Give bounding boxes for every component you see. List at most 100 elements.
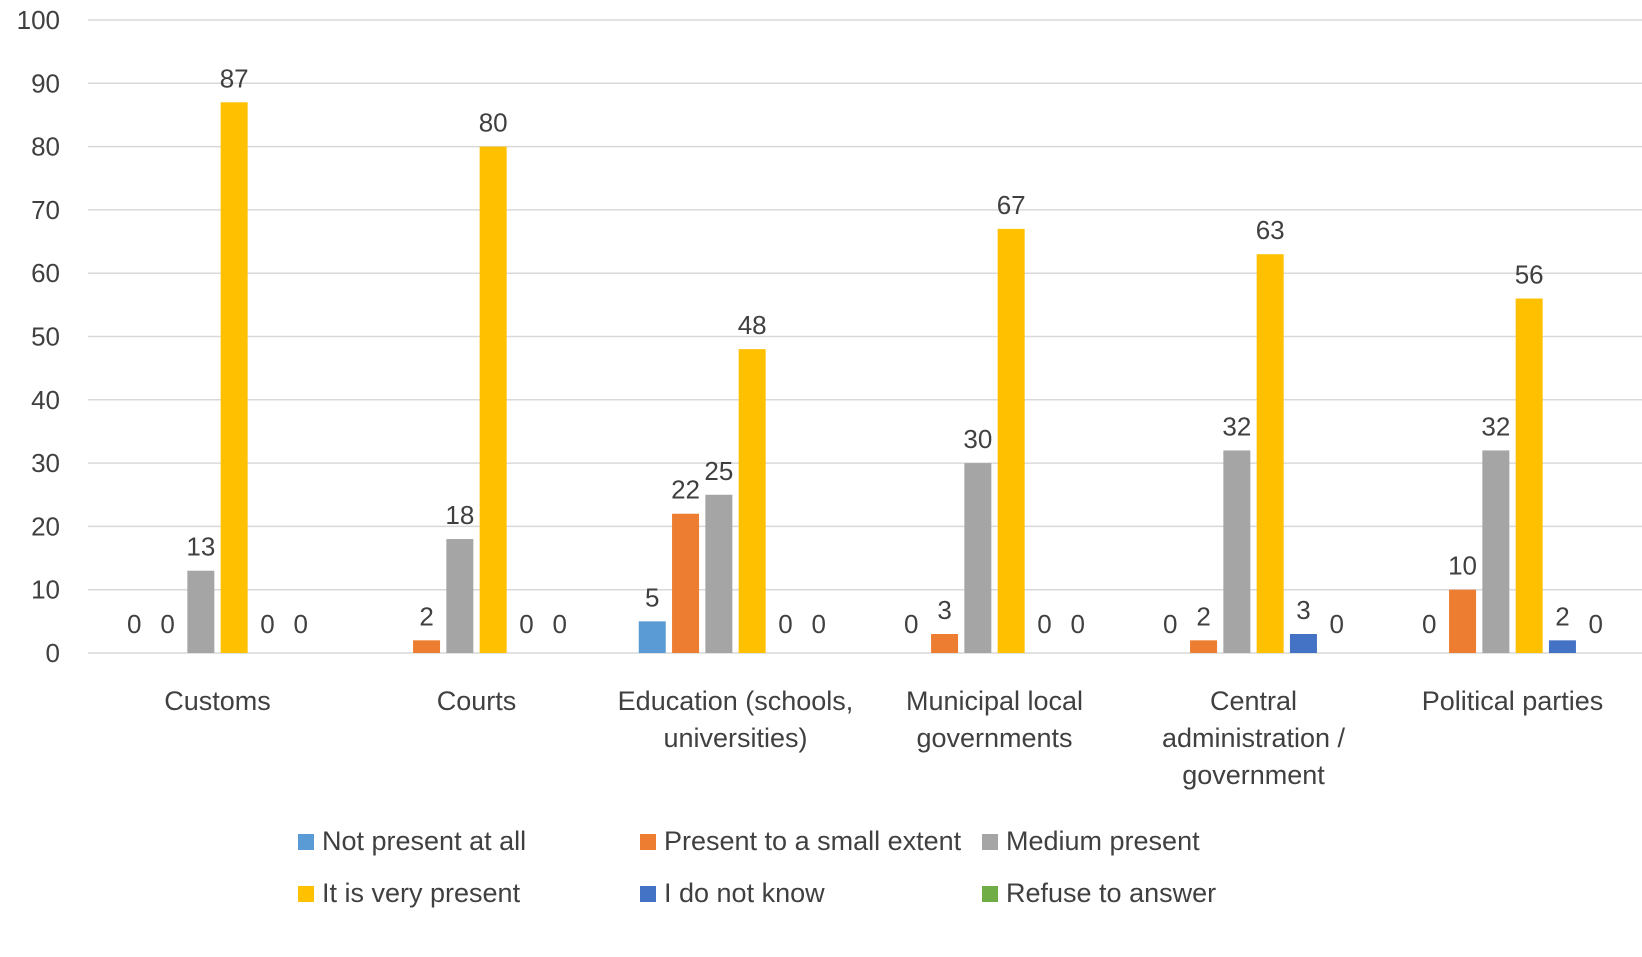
y-tick-label: 30 xyxy=(31,448,60,478)
legend-label: It is very present xyxy=(322,878,521,908)
x-tick-label-line: government xyxy=(1182,760,1325,790)
x-tick-label: Municipal local governments xyxy=(906,686,1083,753)
x-tick-label: Education (schools, universities) xyxy=(618,686,854,753)
gridlines xyxy=(88,19,1642,654)
data-label: 3 xyxy=(937,595,951,625)
data-label: 80 xyxy=(479,108,508,138)
x-tick-label: Customs xyxy=(164,686,271,716)
data-label: 0 xyxy=(1422,609,1436,639)
x-tick-label: Courts xyxy=(437,686,517,716)
bars xyxy=(187,102,1576,654)
data-label: 30 xyxy=(963,424,992,454)
data-label: 67 xyxy=(997,190,1026,220)
legend-item: I do not know xyxy=(640,878,825,909)
legend-label: Not present at all xyxy=(322,826,527,856)
data-label: 0 xyxy=(812,609,826,639)
bar xyxy=(413,640,441,653)
legend-item: Refuse to answer xyxy=(982,878,1216,909)
data-label: 2 xyxy=(1196,601,1210,631)
data-label: 2 xyxy=(419,601,433,631)
x-tick-label-line: universities) xyxy=(663,723,807,753)
data-label: 56 xyxy=(1515,260,1544,290)
bar xyxy=(1515,298,1543,653)
y-tick-label: 100 xyxy=(17,5,60,35)
y-tick-label: 70 xyxy=(31,195,60,225)
data-label: 0 xyxy=(519,609,533,639)
legend-label: Medium present xyxy=(1006,826,1200,856)
y-tick-label: 20 xyxy=(31,511,60,541)
x-tick-label-line: Central xyxy=(1210,686,1297,716)
legend-swatch xyxy=(982,885,998,902)
bar xyxy=(997,228,1025,653)
legend: Not present at all Present to a small ext… xyxy=(0,818,1642,948)
data-label: 0 xyxy=(1163,609,1177,639)
legend-label: Present to a small extent xyxy=(664,826,962,856)
data-label: 48 xyxy=(738,310,767,340)
data-label: 87 xyxy=(220,63,249,93)
data-label: 0 xyxy=(553,609,567,639)
data-label: 0 xyxy=(904,609,918,639)
legend-swatch xyxy=(298,885,314,902)
bar xyxy=(1482,450,1510,653)
legend-swatch xyxy=(640,833,656,850)
bar xyxy=(738,349,766,653)
y-tick-label: 90 xyxy=(31,68,60,98)
bar xyxy=(964,463,992,653)
data-label: 13 xyxy=(186,532,215,562)
x-tick-label-line: Municipal local xyxy=(906,686,1083,716)
bar xyxy=(479,146,507,653)
y-axis-ticks: 0 10 20 30 40 50 60 70 80 90 100 xyxy=(17,5,60,668)
data-label: 0 xyxy=(160,609,174,639)
data-label: 25 xyxy=(704,456,733,486)
x-tick-label-line: Education (schools, xyxy=(618,686,854,716)
legend-swatch xyxy=(298,833,314,850)
bar xyxy=(638,621,666,653)
data-label: 0 xyxy=(1589,609,1603,639)
data-label: 0 xyxy=(1071,609,1085,639)
legend-label: I do not know xyxy=(664,878,825,908)
bar xyxy=(672,513,700,653)
legend-swatch xyxy=(640,885,656,902)
y-tick-label: 60 xyxy=(31,258,60,288)
data-label: 2 xyxy=(1555,601,1569,631)
bar xyxy=(1449,589,1477,653)
data-label: 0 xyxy=(127,609,141,639)
y-tick-label: 40 xyxy=(31,385,60,415)
data-label: 0 xyxy=(1330,609,1344,639)
legend-item: Not present at all xyxy=(298,826,526,857)
legend-label: Refuse to answer xyxy=(1006,878,1217,908)
data-label: 0 xyxy=(294,609,308,639)
y-tick-label: 80 xyxy=(31,132,60,162)
data-label: 0 xyxy=(778,609,792,639)
bar xyxy=(1289,634,1317,653)
x-axis-ticks: Customs Courts Education (schools, universi… xyxy=(164,686,1603,790)
data-label: 32 xyxy=(1222,411,1251,441)
bar xyxy=(1548,640,1576,653)
x-tick-label-line: Customs xyxy=(164,686,271,716)
y-tick-label: 0 xyxy=(46,638,60,668)
data-label: 22 xyxy=(671,475,700,505)
bar xyxy=(187,570,215,653)
x-tick-label-line: Political parties xyxy=(1422,686,1604,716)
x-tick-label: Central administration / government xyxy=(1162,686,1346,790)
bar xyxy=(1256,254,1284,653)
data-label: 10 xyxy=(1448,551,1477,581)
data-label: 18 xyxy=(445,500,474,530)
legend-item: Medium present xyxy=(982,826,1200,857)
legend-item: It is very present xyxy=(298,878,520,909)
bar xyxy=(1190,640,1218,653)
x-tick-label-line: administration / xyxy=(1162,723,1346,753)
bar xyxy=(220,102,248,654)
data-label: 63 xyxy=(1256,215,1285,245)
bar xyxy=(1223,450,1251,653)
bar xyxy=(705,494,733,653)
x-tick-label-line: governments xyxy=(916,723,1072,753)
bar xyxy=(931,634,959,653)
y-tick-label: 50 xyxy=(31,322,60,352)
legend-swatch xyxy=(982,833,998,850)
data-label: 3 xyxy=(1296,595,1310,625)
y-tick-label: 10 xyxy=(31,575,60,605)
